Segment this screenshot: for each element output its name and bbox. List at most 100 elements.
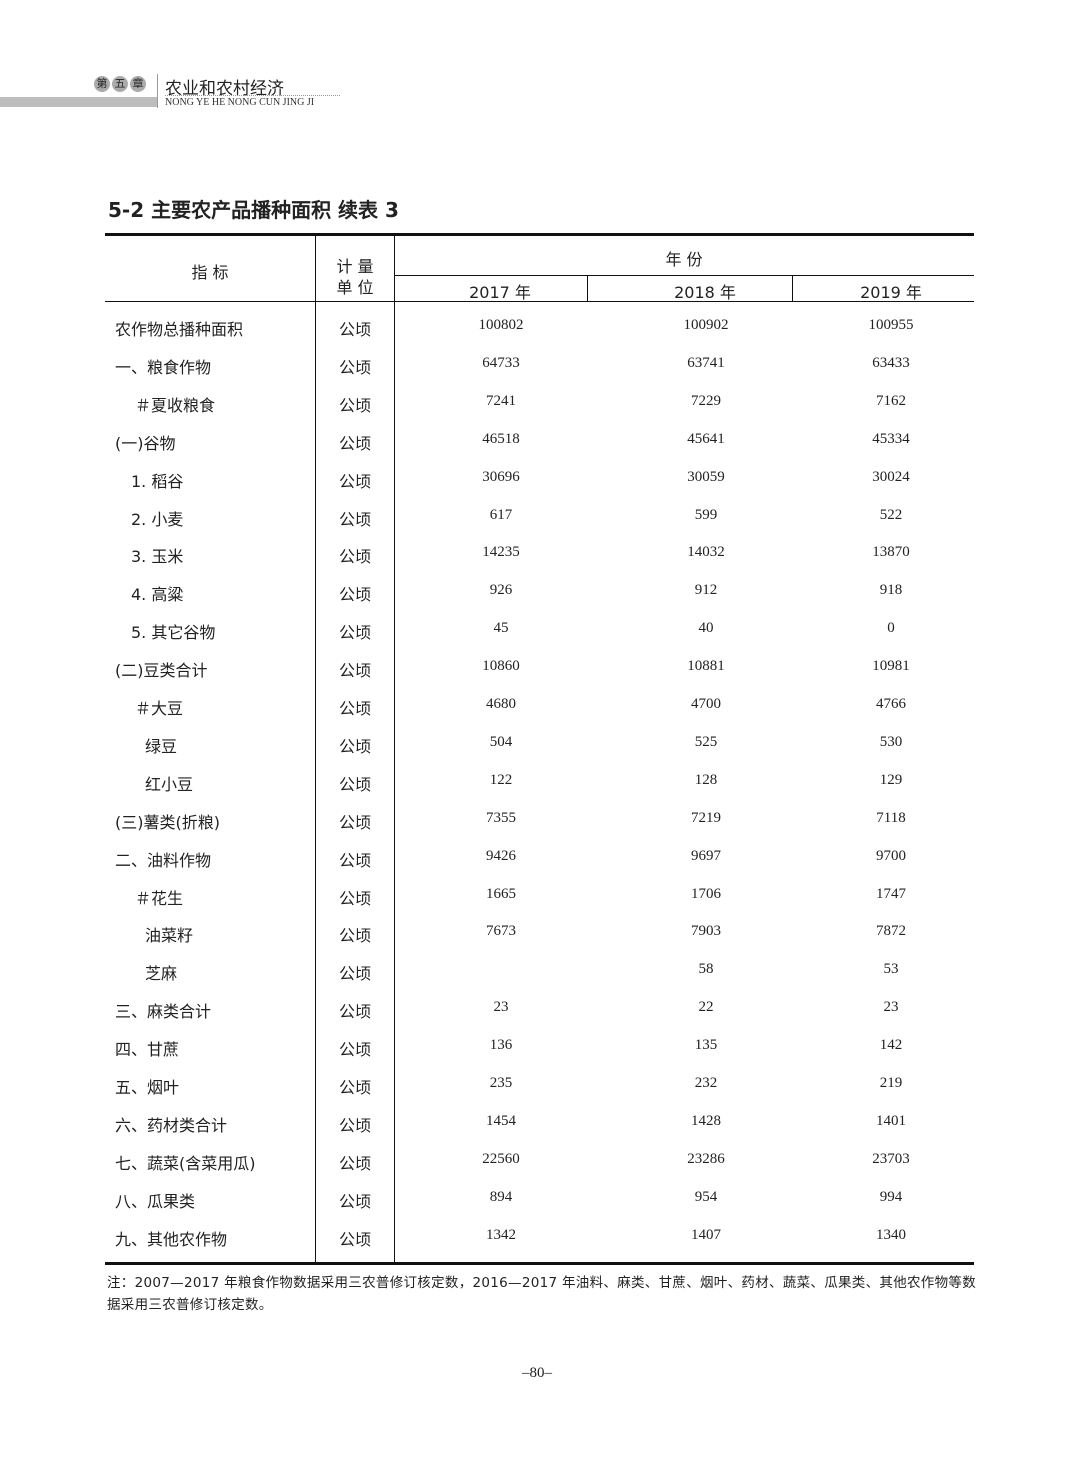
row-value-2018: 599 [694,506,718,523]
row-value-2017: 45 [493,620,509,637]
row-value-2018: 10881 [687,658,725,675]
row-value-2019: 7872 [876,923,906,940]
row-indicator: 六、药材类合计 [115,1115,228,1135]
row-value-2019: 142 [879,1037,903,1054]
row-indicator: ＃花生 [135,888,184,908]
header-year-group: 年 份 [665,250,703,269]
row-unit: 公顷 [338,320,372,339]
row-unit: 公顷 [338,812,372,832]
row-indicator: 5. 其它谷物 [131,623,216,643]
row-value-2017: 1454 [486,1112,516,1129]
row-value-2018: 7229 [691,392,721,409]
row-indicator: 红小豆 [145,774,194,794]
row-indicator: 九、其他农作物 [115,1229,228,1249]
row-value-2017: 1342 [486,1226,516,1243]
row-value-2017: 100802 [478,317,524,333]
row-unit: 公顷 [338,547,372,567]
row-indicator: 一、粮食作物 [115,357,212,377]
header-dotted-rule [165,95,340,96]
row-unit: 公顷 [338,774,372,794]
row-unit: 公顷 [338,623,372,643]
row-value-2017: 1665 [486,885,516,902]
row-value-2017: 7241 [486,392,516,409]
row-indicator: 八、瓜果类 [115,1191,196,1211]
row-value-2018: 58 [698,961,714,978]
row-value-2017: 235 [489,1075,513,1091]
row-value-2019: 10981 [872,658,910,675]
row-value-2019: 13870 [872,544,910,561]
row-unit: 公顷 [338,850,372,870]
row-value-2018: 45641 [687,430,725,447]
row-value-2018: 30059 [687,468,725,485]
page-number: –80– [522,1365,552,1381]
row-value-2017: 30696 [482,468,520,485]
row-value-2017: 122 [489,771,513,788]
header-year: 2019 年 [860,283,922,302]
row-value-2019: 522 [879,506,903,523]
row-indicator: 七、蔬菜(含菜用瓜) [115,1153,256,1173]
row-value-2017: 64733 [482,354,520,371]
row-unit: 公顷 [338,395,372,415]
row-value-2019: 1401 [876,1112,906,1129]
row-value-2017: 504 [489,733,513,750]
row-indicator: (三)薯类(折粮) [115,812,220,832]
table-bottom-rule [105,1262,974,1265]
row-value-2019: 9700 [876,847,906,864]
table-footnote: 注：2007—2017 年粮食作物数据采用三农普修订核定数，2016—2017 … [107,1275,977,1313]
row-value-2018: 7219 [691,809,721,826]
row-indicator: 三、麻类合计 [115,1002,212,1022]
row-indicator: 二、油料作物 [115,850,212,870]
row-indicator: 1. 稻谷 [131,471,184,491]
row-value-2019: 219 [879,1075,903,1091]
row-value-2018: 63741 [687,354,725,371]
row-unit: 公顷 [338,1078,372,1097]
row-unit: 公顷 [338,699,372,718]
header-bar [0,97,157,107]
chapter-char: 五 [112,76,128,92]
row-value-2018: 128 [694,771,718,788]
row-indicator: 2. 小麦 [131,509,184,529]
table-title: 5-2 主要农产品播种面积 续表 3 [108,198,399,222]
header-indicator: 指 标 [191,263,229,282]
row-value-2018: 100902 [683,317,729,333]
row-unit: 公顷 [338,888,372,908]
row-value-2018: 4700 [691,696,721,712]
row-unit: 公顷 [338,1040,372,1060]
row-unit: 公顷 [338,585,372,605]
row-value-2019: 63433 [872,354,910,371]
row-value-2018: 14032 [687,544,725,561]
column-divider [394,236,395,1263]
row-value-2018: 7903 [691,923,721,940]
row-value-2017: 894 [489,1188,513,1205]
row-value-2019: 30024 [872,468,910,485]
row-unit: 公顷 [338,509,372,529]
row-unit: 公顷 [338,926,372,946]
row-value-2017: 617 [489,506,513,523]
header-unit-line1: 计 量 [336,257,374,276]
row-unit: 公顷 [338,357,372,377]
row-unit: 公顷 [338,433,372,453]
row-value-2019: 0 [887,620,895,637]
row-value-2018: 954 [694,1188,718,1205]
row-value-2018: 912 [694,582,718,599]
row-value-2017: 9426 [486,847,516,864]
row-value-2018: 135 [694,1037,718,1054]
row-value-2017: 22560 [482,1150,520,1167]
row-unit: 公顷 [338,471,372,491]
row-value-2017: 7355 [486,809,516,826]
row-value-2019: 918 [879,582,903,599]
row-indicator: ＃大豆 [135,699,184,718]
row-value-2019: 4766 [876,696,906,712]
row-unit: 公顷 [338,1115,372,1135]
row-value-2017: 926 [489,582,513,599]
row-unit: 公顷 [338,1229,372,1249]
chapter-char: 第 [94,76,110,92]
row-value-2018: 1428 [691,1112,721,1129]
row-value-2019: 23 [883,999,899,1016]
row-unit: 公顷 [338,661,372,681]
row-indicator: (二)豆类合计 [115,661,208,681]
row-unit: 公顷 [338,1002,372,1022]
row-value-2017: 4680 [486,696,516,712]
column-divider [792,276,793,302]
row-unit: 公顷 [338,1191,372,1211]
